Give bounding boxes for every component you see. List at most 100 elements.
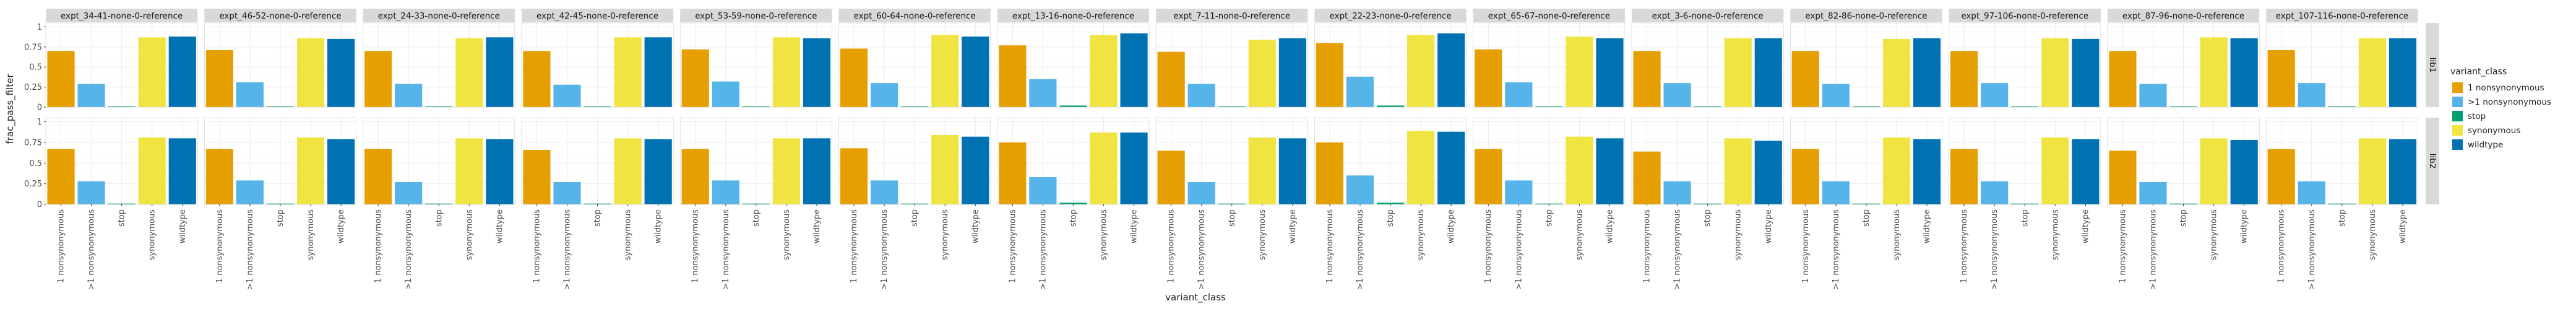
panel-border — [1473, 22, 1626, 108]
bar-lib2-3-3 — [614, 138, 642, 204]
x-tick-label: >1 nonsynonymous — [2148, 209, 2158, 290]
facet-label: expt_13-16-none-0-reference — [1012, 11, 1134, 21]
bar-lib1-11-1 — [1822, 84, 1850, 107]
panel-border — [45, 22, 198, 108]
bar-lib2-4-1 — [712, 180, 739, 204]
x-tick-label: synonymous — [1575, 209, 1584, 260]
bar-lib2-1-0 — [205, 149, 233, 204]
bar-lib2-8-4 — [1437, 131, 1465, 204]
facet-label: expt_42-45-none-0-reference — [536, 11, 658, 21]
facet-label: expt_7-11-none-0-reference — [1173, 11, 1290, 21]
facet-strip-expt_34-41-none-0-reference — [46, 9, 198, 22]
bar-lib1-4-1 — [712, 81, 739, 107]
facet-strip-expt_97-106-none-0-reference — [1949, 9, 2101, 22]
bar-lib1-11-3 — [1882, 38, 1911, 107]
bar-lib2-9-4 — [1596, 138, 1624, 204]
panel-lib2-expt_22-23-none-0-reference — [1314, 117, 1467, 205]
panel-border — [204, 22, 356, 108]
bar-lib1-3-1 — [553, 84, 581, 107]
panel-border — [1949, 22, 2101, 108]
x-tick-label: stop — [2338, 209, 2347, 227]
facet-label: expt_53-59-none-0-reference — [695, 11, 817, 21]
x-tick-label: 1 nonsynonymous — [1484, 209, 1493, 283]
legend-label: synonymous — [2468, 126, 2520, 136]
bar-lib1-5-3 — [931, 35, 959, 107]
legend: variant_class 1 nonsynonymous >1 nonsynon… — [2450, 67, 2551, 150]
bar-lib2-0-1 — [77, 181, 105, 204]
bar-lib2-10-3 — [1724, 138, 1752, 204]
x-tick-label: >1 nonsynonymous — [246, 209, 255, 290]
x-tick-label: synonymous — [2368, 209, 2377, 260]
panel-border — [838, 22, 991, 108]
bar-lib1-10-1 — [1663, 83, 1691, 107]
x-tick-label: stop — [1544, 209, 1554, 227]
bar-lib2-1-4 — [327, 139, 355, 204]
x-tick-label: stop — [910, 209, 920, 227]
panel-lib1-expt_3-6-none-0-reference — [1631, 22, 1784, 108]
x-tick-label: synonymous — [2051, 209, 2060, 260]
bar-lib2-4-4 — [803, 138, 831, 204]
panel-lib2-expt_3-6-none-0-reference — [1631, 117, 1784, 205]
panel-border — [1155, 22, 1308, 108]
bar-lib2-13-3 — [2200, 138, 2228, 204]
x-axis-title: variant_class — [1165, 292, 1226, 303]
x-tick-label: wildtype — [178, 209, 187, 243]
x-tick-label: synonymous — [1416, 209, 1426, 260]
x-tick-label: >1 nonsynonymous — [562, 209, 572, 290]
facet-strip-expt_87-96-none-0-reference — [2107, 9, 2260, 22]
bar-lib2-2-1 — [395, 182, 423, 204]
x-tick-label: synonymous — [306, 209, 316, 260]
panel-border — [1314, 22, 1467, 108]
y-tick-label: 0.25 — [24, 83, 42, 92]
bar-lib2-4-3 — [772, 138, 800, 204]
legend-swatch — [2452, 139, 2463, 150]
bar-lib2-14-3 — [2358, 138, 2386, 204]
bar-lib1-5-1 — [871, 83, 898, 107]
y-tick-label: 0 — [37, 103, 42, 113]
facet-strip-expt_22-23-none-0-reference — [1314, 9, 1467, 22]
legend-swatch — [2452, 125, 2463, 136]
x-tick-label: >1 nonsynonymous — [404, 209, 413, 290]
bar-lib1-10-3 — [1724, 38, 1752, 107]
legend-title: variant_class — [2450, 67, 2507, 77]
x-tick-label: wildtype — [1923, 209, 1932, 243]
y-tick-label: 1 — [37, 23, 42, 32]
panel-lib2-expt_107-116-none-0-reference — [2265, 117, 2418, 205]
x-tick-label: 1 nonsynonymous — [215, 209, 225, 283]
facet-strip-expt_3-6-none-0-reference — [1632, 9, 1784, 22]
bar-lib1-2-4 — [486, 37, 514, 107]
y-tick-label: 0.75 — [24, 43, 42, 52]
bar-lib1-14-4 — [2389, 38, 2417, 107]
bar-lib1-13-1 — [2139, 84, 2167, 107]
bar-lib2-1-1 — [236, 180, 264, 204]
x-tick-label: wildtype — [812, 209, 822, 243]
bar-lib1-13-4 — [2230, 38, 2258, 107]
bar-lib2-3-4 — [644, 139, 672, 204]
bar-lib2-0-0 — [47, 149, 75, 204]
bar-lib1-8-0 — [1316, 43, 1344, 107]
x-tick-label: stop — [1862, 209, 1871, 227]
x-tick-label: wildtype — [1288, 209, 1298, 243]
x-tick-label: wildtype — [495, 209, 504, 243]
x-tick-label: wildtype — [2240, 209, 2249, 243]
bar-lib2-14-4 — [2389, 139, 2417, 204]
bar-lib1-10-0 — [1633, 51, 1661, 107]
bar-lib1-7-1 — [1187, 84, 1215, 107]
facet-strip-expt_46-52-none-0-reference — [204, 9, 356, 22]
x-tick-label: synonymous — [1258, 209, 1267, 260]
y-tick-label: 0.5 — [29, 63, 42, 72]
bar-lib1-13-3 — [2200, 37, 2228, 107]
x-tick-label: synonymous — [782, 209, 791, 260]
bar-lib1-5-4 — [962, 37, 989, 108]
bar-lib2-7-4 — [1278, 138, 1306, 204]
bar-lib2-8-1 — [1346, 175, 1374, 204]
x-tick-label: stop — [434, 209, 444, 227]
bar-lib2-5-3 — [931, 135, 959, 204]
x-tick-label: stop — [2020, 209, 2030, 227]
panel-lib2-expt_82-86-none-0-reference — [1790, 117, 1942, 205]
panel-border — [521, 22, 674, 108]
x-tick-label: synonymous — [1100, 209, 1109, 260]
bar-lib1-0-0 — [47, 51, 75, 107]
bar-lib1-8-3 — [1407, 35, 1435, 107]
